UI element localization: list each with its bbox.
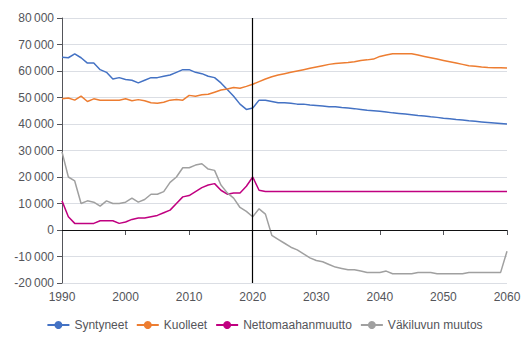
svg-text:10 000: 10 000: [18, 197, 54, 211]
svg-text:50 000: 50 000: [18, 91, 54, 105]
svg-text:-20 000: -20 000: [14, 276, 54, 290]
svg-text:Syntyneet: Syntyneet: [74, 318, 128, 332]
svg-text:0: 0: [47, 223, 54, 237]
svg-text:2030: 2030: [303, 290, 330, 304]
svg-text:60 000: 60 000: [18, 64, 54, 78]
svg-text:20 000: 20 000: [18, 170, 54, 184]
svg-text:2000: 2000: [112, 290, 139, 304]
svg-text:80 000: 80 000: [18, 11, 54, 25]
svg-text:70 000: 70 000: [18, 38, 54, 52]
svg-text:Nettomaahanmuutto: Nettomaahanmuutto: [243, 318, 352, 332]
svg-text:2040: 2040: [367, 290, 394, 304]
svg-text:2010: 2010: [176, 290, 203, 304]
svg-text:2020: 2020: [239, 290, 266, 304]
svg-text:Kuolleet: Kuolleet: [164, 318, 208, 332]
svg-text:40 000: 40 000: [18, 117, 54, 131]
svg-text:30 000: 30 000: [18, 144, 54, 158]
svg-text:1990: 1990: [49, 290, 76, 304]
svg-text:-10 000: -10 000: [14, 250, 54, 264]
svg-text:Väkiluvun muutos: Väkiluvun muutos: [388, 318, 483, 332]
svg-text:2050: 2050: [430, 290, 457, 304]
svg-text:2060: 2060: [494, 290, 521, 304]
